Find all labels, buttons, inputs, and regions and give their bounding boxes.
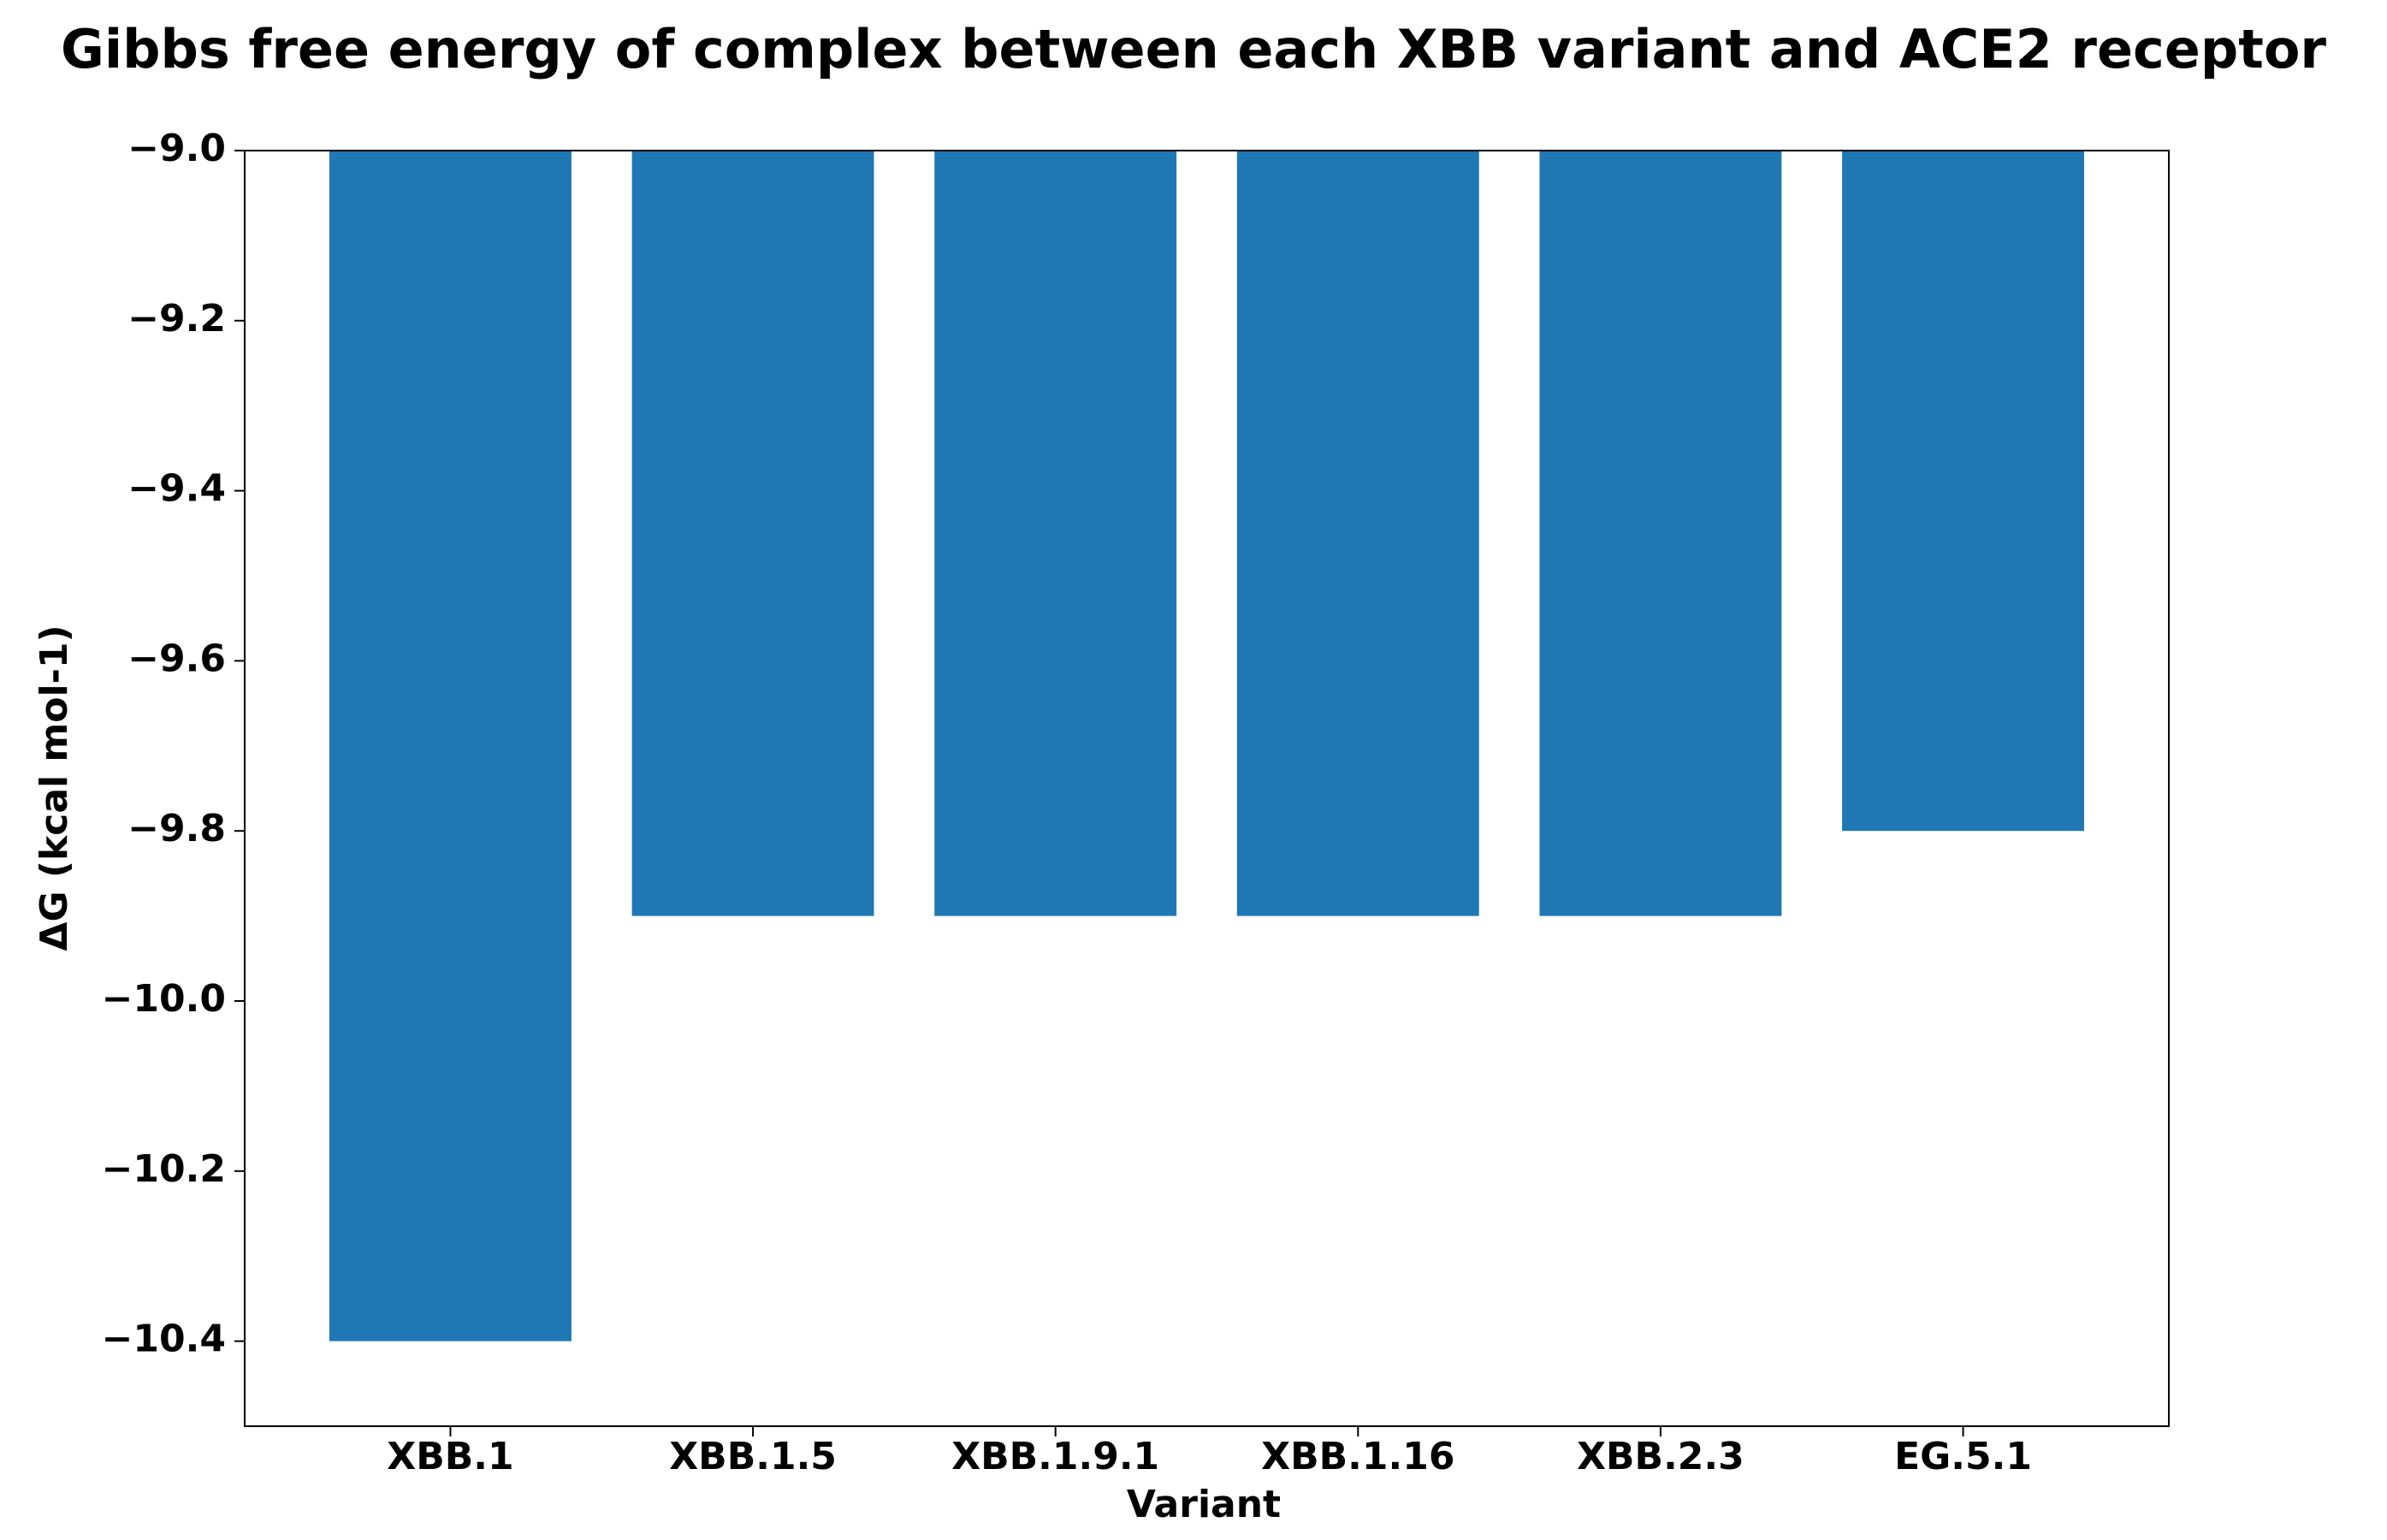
- chart-title: Gibbs free energy of complex between eac…: [61, 18, 2326, 80]
- y-tick-label: −9.6: [127, 637, 226, 680]
- bar: [934, 151, 1177, 916]
- x-tick-label: XBB.1.16: [1261, 1435, 1454, 1478]
- y-tick-label: −9.4: [127, 467, 226, 511]
- y-tick-label: −10.4: [102, 1318, 226, 1361]
- y-tick-label: −9.0: [127, 127, 226, 170]
- bar: [1236, 151, 1479, 916]
- x-axis-label: Variant: [1127, 1483, 1281, 1526]
- x-tick-label: XBB.1.5: [669, 1435, 837, 1478]
- y-tick-label: −10.0: [102, 977, 226, 1021]
- x-tick-label: EG.5.1: [1894, 1435, 2032, 1478]
- bar: [631, 151, 874, 916]
- y-tick-label: −10.2: [102, 1147, 226, 1191]
- y-tick-label: −9.2: [127, 297, 226, 341]
- x-tick-label: XBB.2.3: [1577, 1435, 1744, 1478]
- bar: [1842, 151, 2084, 832]
- plot-frame: [244, 150, 2170, 1427]
- y-tick-label: −9.8: [127, 807, 226, 850]
- x-tick-label: XBB.1: [387, 1435, 513, 1478]
- bar: [329, 151, 572, 1342]
- y-axis-label: ΔG (kcal mol-1): [33, 625, 76, 951]
- bar: [1539, 151, 1782, 916]
- x-tick-label: XBB.1.9.1: [951, 1435, 1159, 1478]
